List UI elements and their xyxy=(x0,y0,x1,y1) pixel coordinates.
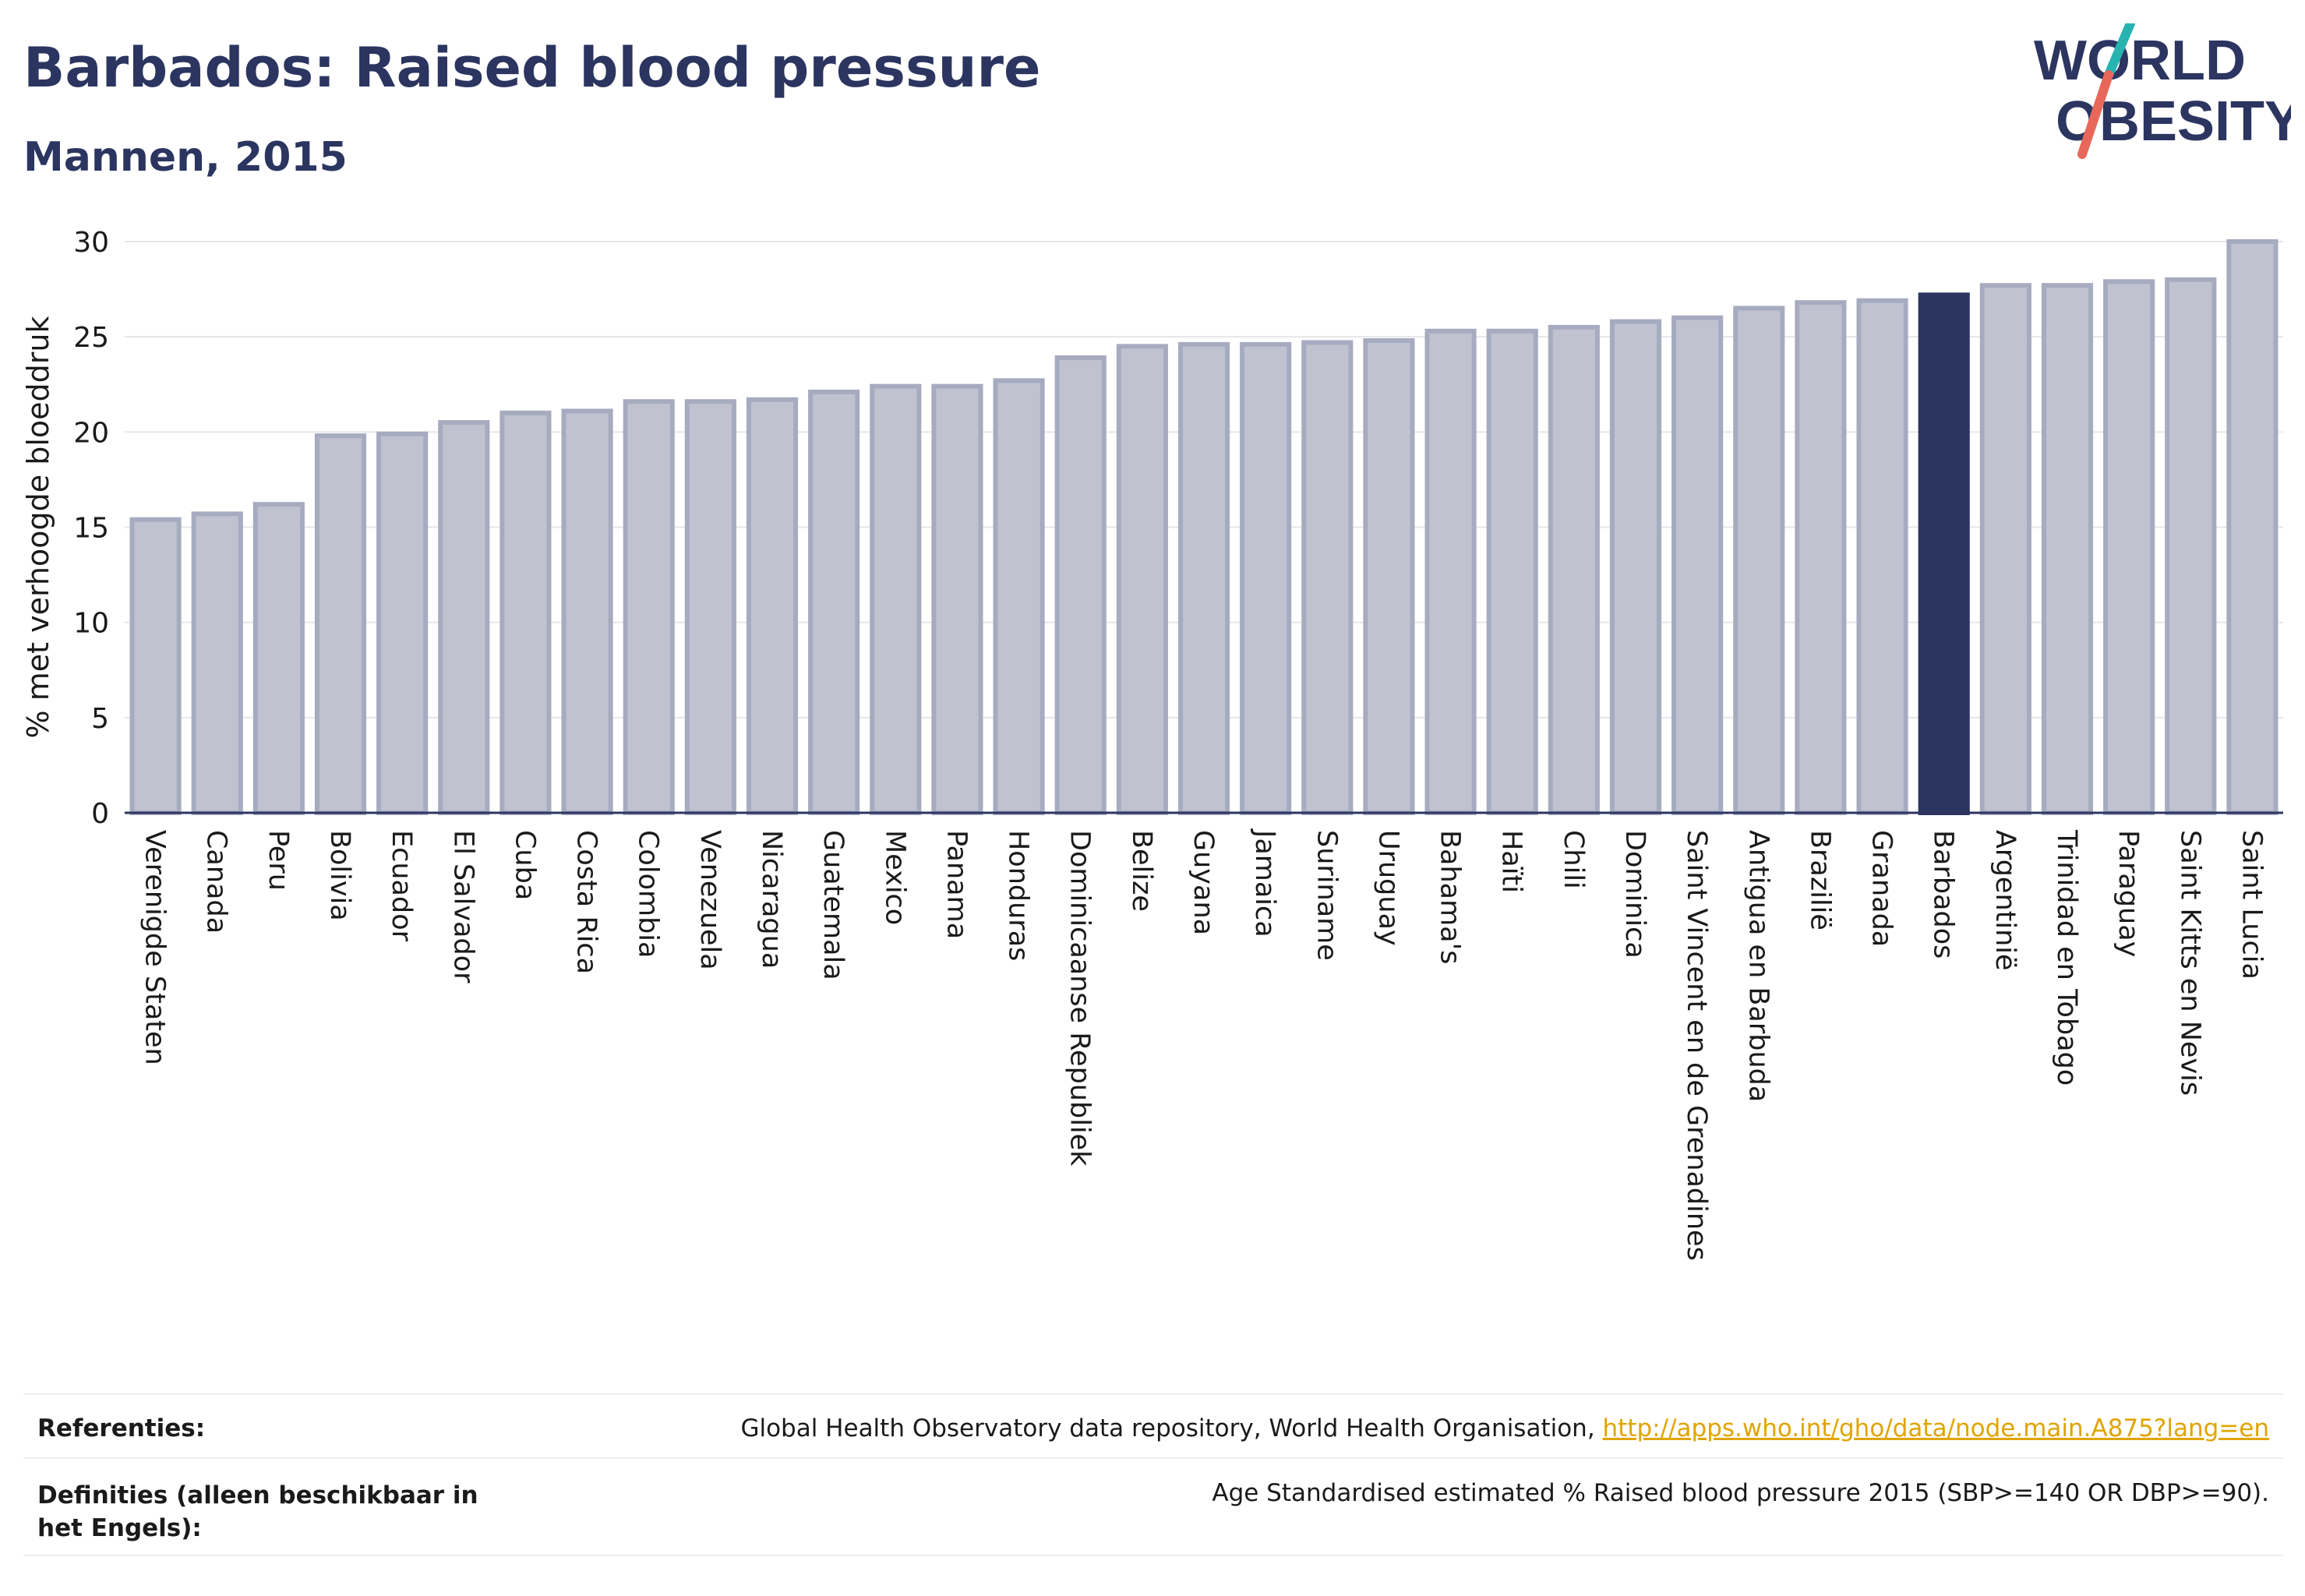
x-tick-label: Costa Rica xyxy=(571,830,602,974)
bar-chart: 0 5 10 15 20 25 30 Verenigde Staten Canada Peru B… xyxy=(21,227,2283,1261)
bar xyxy=(499,410,552,815)
x-tick-label: Panama xyxy=(941,830,972,939)
definitions-label: Definities (alleen beschikbaar in het En… xyxy=(37,1481,478,1542)
x-tick-label: El Salvador xyxy=(447,830,478,983)
bar xyxy=(1116,344,1168,815)
bar xyxy=(1363,338,1415,815)
bar xyxy=(252,502,305,815)
x-tick-label: Belize xyxy=(1126,830,1157,912)
chart-title: Barbados: Raised blood pressure xyxy=(23,36,1041,100)
x-tick-label: Saint Vincent en de Grenadines xyxy=(1681,830,1712,1261)
x-tick-label: Jamaica xyxy=(1249,828,1280,937)
x-tick-label: Antigua en Barbuda xyxy=(1742,830,1774,1102)
footer-divider xyxy=(23,1457,2283,1459)
x-tick-label: Dominicaanse Republiek xyxy=(1064,830,1096,1167)
definitions-value: Age Standardised estimated % Raised bloo… xyxy=(1212,1479,2269,1507)
x-tick-label: Verenigde Staten xyxy=(139,830,171,1065)
x-tick-label: Honduras xyxy=(1003,830,1034,961)
bar xyxy=(1301,340,1354,816)
bar xyxy=(561,408,613,815)
bar xyxy=(1856,298,1908,815)
bar xyxy=(438,420,490,815)
bar xyxy=(2103,279,2155,815)
references-value: Global Health Observatory data repositor… xyxy=(740,1414,2269,1442)
bar xyxy=(1177,341,1230,815)
bar xyxy=(1054,355,1107,815)
x-tick-label: Bolivia xyxy=(324,830,355,921)
bar xyxy=(993,378,1045,815)
x-tick-label: Barbados xyxy=(1928,830,1959,959)
x-tick-label: Paraguay xyxy=(2113,830,2144,957)
chart-subtitle: Mannen, 2015 xyxy=(23,134,348,181)
logo-slash-teal xyxy=(2104,23,2135,79)
references-label: Referenties: xyxy=(37,1414,206,1442)
x-tick-label: Mexico xyxy=(879,830,910,925)
bar xyxy=(1979,283,2031,815)
logo-slash-red xyxy=(2077,70,2113,159)
bar xyxy=(1609,319,1662,815)
y-tick-label: 15 xyxy=(73,513,109,545)
x-tick-label: Saint Lucia xyxy=(2236,830,2267,980)
x-tick-label: Brazilië xyxy=(1804,830,1835,930)
x-tick-label: Guatemala xyxy=(817,830,849,980)
y-axis-label: % met verhoogde bloeddruk xyxy=(21,316,55,739)
footer-divider xyxy=(23,1393,2283,1395)
bar xyxy=(684,399,736,815)
x-tick-label: Guyana xyxy=(1188,830,1219,935)
x-tick-label: Peru xyxy=(263,830,294,891)
x-tick-label: Canada xyxy=(201,830,232,934)
bars xyxy=(129,239,2279,816)
bar xyxy=(1486,328,1538,815)
x-tick-label: Argentinië xyxy=(1989,830,2021,971)
x-tick-label: Trinidad en Tobago xyxy=(2051,829,2082,1086)
bar xyxy=(1240,341,1292,815)
y-tick-label: 0 xyxy=(91,798,109,830)
bar xyxy=(870,383,922,815)
x-tick-label: Haïti xyxy=(1496,830,1527,893)
x-tick-label: Ecuador xyxy=(386,830,417,942)
references-row: Referenties: Global Health Observatory d… xyxy=(23,1414,2283,1453)
y-tick-label: 20 xyxy=(73,417,109,449)
x-tick-label: Cuba xyxy=(509,830,540,900)
bar xyxy=(931,383,983,815)
bar xyxy=(314,433,367,815)
x-tick-label: Saint Kitts en Nevis xyxy=(2174,830,2205,1096)
bar xyxy=(1918,292,1970,815)
bar xyxy=(1795,300,1847,816)
footer-divider xyxy=(23,1555,2283,1556)
references-text: Global Health Observatory data repositor… xyxy=(740,1414,1603,1442)
y-tick-labels: 0 5 10 15 20 25 30 xyxy=(73,227,109,830)
definitions-row: Definities (alleen beschikbaar in het En… xyxy=(23,1479,2283,1549)
bar xyxy=(129,517,182,816)
bar xyxy=(1424,328,1477,815)
bar xyxy=(2226,239,2279,815)
bar xyxy=(2165,277,2217,816)
x-tick-label: Chili xyxy=(1558,830,1589,889)
x-tick-label: Suriname xyxy=(1311,830,1342,961)
y-tick-label: 10 xyxy=(73,608,109,640)
x-tick-label: Venezuela xyxy=(694,830,725,970)
logo-word-world: WORLD xyxy=(2034,30,2246,92)
y-tick-label: 5 xyxy=(91,703,109,735)
x-tick-label: Bahama's xyxy=(1435,830,1466,965)
x-tick-label: Dominica xyxy=(1619,830,1650,959)
y-tick-label: 30 xyxy=(73,227,109,259)
bar xyxy=(376,431,429,815)
bar xyxy=(1548,324,1600,815)
bar xyxy=(1671,315,1724,815)
bar xyxy=(191,511,243,815)
bar xyxy=(623,399,675,815)
bar xyxy=(2041,283,2094,815)
x-tick-labels: Verenigde Staten Canada Peru Bolivia Ecuador… xyxy=(139,828,2268,1261)
world-obesity-logo: WORLD OBESITY xyxy=(2034,23,2291,159)
x-tick-label: Nicaragua xyxy=(756,830,787,969)
x-tick-label: Colombia xyxy=(633,830,664,958)
x-tick-label: Uruguay xyxy=(1372,830,1403,946)
bar xyxy=(808,390,860,816)
y-tick-label: 25 xyxy=(73,322,109,354)
x-tick-label: Granada xyxy=(1866,830,1897,947)
bar xyxy=(746,397,799,815)
bar xyxy=(1733,305,1785,815)
references-link[interactable]: http://apps.who.int/gho/data/node.main.A… xyxy=(1602,1414,2269,1442)
